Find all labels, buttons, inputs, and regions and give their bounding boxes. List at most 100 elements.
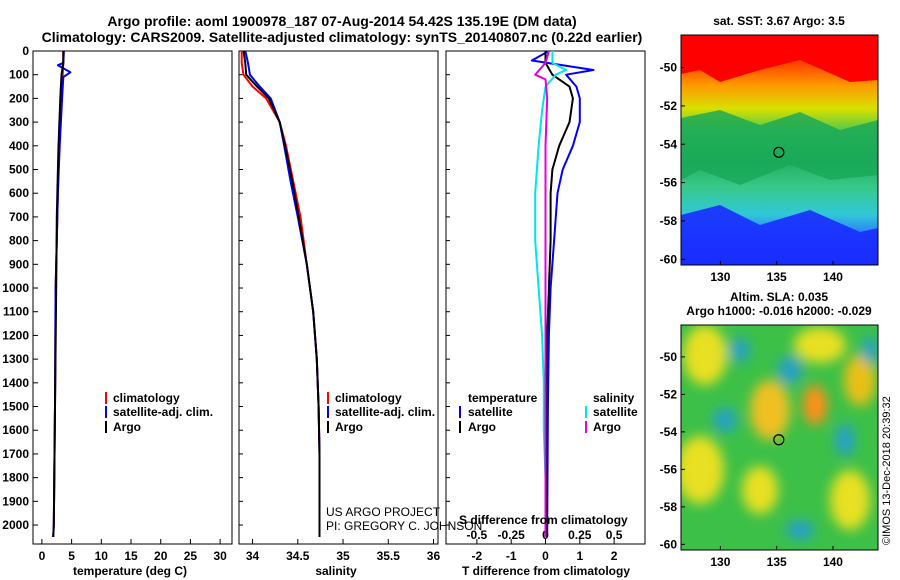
- depth-tick-label: 300: [9, 115, 29, 129]
- s-tick-label: -0.5: [467, 528, 488, 542]
- temperature-frame: [32, 50, 233, 545]
- legend-satellite: satellite-adj. clim.: [335, 405, 435, 419]
- argo-location-marker: [773, 146, 785, 158]
- lat-tick-label: -52: [660, 387, 678, 401]
- x-tick-label: 15: [124, 549, 138, 563]
- sst-map-panel: sat. SST: 3.67 Argo: 3.5 130 135 140 -50 -52…: [660, 14, 879, 284]
- sla-blob: [778, 356, 802, 384]
- legend-satellite: satellite-adj. clim.: [113, 405, 213, 419]
- x-tick-label: 0: [542, 549, 549, 563]
- sla-blob: [844, 354, 876, 406]
- temperature-panel: 0100200300400500600700800900100011001200…: [2, 44, 233, 578]
- sla-blob: [830, 470, 870, 530]
- x-tick-label: 5: [68, 549, 75, 563]
- sla-map-axes: 130 135 140 -50 -52 -54 -56 -58 -60: [660, 350, 844, 569]
- lon-tick-label: 140: [823, 555, 843, 569]
- temperature-xlabel: temperature (deg C): [73, 564, 187, 578]
- sla-blob: [713, 408, 737, 432]
- depth-tick-label: 1900: [2, 494, 29, 508]
- depth-tick-label: 1500: [2, 400, 29, 414]
- lat-tick-label: -54: [660, 137, 678, 151]
- s-tick-label: -0.25: [498, 528, 526, 542]
- x-tick-label: 0: [39, 549, 46, 563]
- sla-blob: [681, 436, 724, 504]
- sla-map-panel: Altim. SLA: 0.035 Argo h1000: -0.016 h20…: [660, 290, 879, 569]
- sla-blob: [730, 338, 750, 362]
- depth-tick-label: 1200: [2, 328, 29, 342]
- legend-title-temperature: temperature: [468, 391, 538, 405]
- depth-tick-label: 700: [9, 210, 29, 224]
- sla-blob: [862, 336, 878, 364]
- salinity-frame: [238, 50, 439, 545]
- s-difference-xlabel: S difference from climatology: [459, 513, 628, 527]
- depth-tick-label: 1400: [2, 376, 29, 390]
- legend-climatology: climatology: [335, 391, 402, 405]
- lon-tick-label: 135: [767, 270, 787, 284]
- lat-tick-label: -52: [660, 99, 678, 113]
- depth-tick-label: 2000: [2, 518, 29, 532]
- depth-tick-label: 100: [9, 68, 29, 82]
- difference-legend: temperature salinity satellite Argo sate…: [459, 391, 638, 434]
- depth-tick-label: 400: [9, 139, 29, 153]
- lat-tick-label: -50: [660, 350, 678, 364]
- sla-map-title: Altim. SLA: 0.035: [730, 290, 828, 304]
- argo-location-marker: [773, 434, 785, 446]
- depth-tick-label: 800: [9, 234, 29, 248]
- legend-climatology: climatology: [113, 391, 180, 405]
- sla-field: [681, 325, 878, 550]
- salinity-legend: climatology satellite-adj. clim. Argo: [327, 391, 435, 434]
- sla-map-frame: [680, 324, 879, 551]
- lat-tick-label: -56: [660, 462, 678, 476]
- depth-tick-label: 500: [9, 163, 29, 177]
- depth-tick-label: 600: [9, 186, 29, 200]
- series-line-argo: [52, 51, 65, 537]
- temperature-legend: climatology satellite-adj. clim. Argo: [105, 391, 213, 434]
- series-line-t-satellite: [530, 50, 595, 537]
- legend-argo: Argo: [335, 420, 363, 434]
- x-tick-label: 36: [427, 549, 441, 563]
- lon-tick-label: 135: [767, 555, 787, 569]
- lon-tick-label: 140: [823, 270, 843, 284]
- temperature-axis: 0 5 10 15 20 25 30: [39, 539, 227, 563]
- temperature-lines: [52, 50, 72, 537]
- x-tick-label: -1: [506, 549, 517, 563]
- x-tick-label: 25: [184, 549, 198, 563]
- lat-tick-label: -60: [660, 537, 678, 551]
- sst-map-axes: 130 135 140 -50 -52 -54 -56 -58 -60: [660, 61, 844, 284]
- lat-tick-label: -54: [660, 425, 678, 439]
- depth-tick-label: 1300: [2, 352, 29, 366]
- pi-credit: PI: GREGORY C. JOHNSON: [326, 519, 482, 533]
- x-tick-label: 35: [336, 549, 350, 563]
- series-line-s-argo: [534, 50, 550, 537]
- depth-tick-label: 1600: [2, 423, 29, 437]
- s-tick-label: 0.5: [606, 528, 623, 542]
- sst-warm-region: [681, 35, 878, 82]
- depth-tick-label: 900: [9, 257, 29, 271]
- figure-title-line2: Climatology: CARS2009. Satellite-adjuste…: [42, 29, 643, 45]
- legend-t-satellite: satellite: [468, 405, 513, 419]
- difference-panel: -2 -1 0 1 2 -0.5 -0.25 0 0.25 0.5 S difference f…: [445, 50, 646, 578]
- sla-map-subtitle: Argo h1000: -0.016 h2000: -0.029: [686, 304, 872, 318]
- series-line-t-argo: [544, 51, 574, 537]
- sla-blob: [750, 380, 790, 440]
- salinity-xlabel: salinity: [315, 564, 357, 578]
- depth-tick-label: 1700: [2, 447, 29, 461]
- sst-map-frame: [680, 34, 879, 266]
- salinity-panel: 34 34.5 35 35.5 36 salinity climatology sate…: [238, 50, 482, 578]
- depth-tick-label: 200: [9, 91, 29, 105]
- x-tick-label: 34.5: [286, 549, 310, 563]
- sla-blob: [683, 325, 727, 385]
- legend-argo: Argo: [113, 420, 141, 434]
- t-difference-xlabel: T difference from climatology: [462, 564, 630, 578]
- lat-tick-label: -58: [660, 214, 678, 228]
- legend-title-salinity: salinity: [593, 391, 635, 405]
- figure-title-line1: Argo profile: aoml 1900978_187 07-Aug-20…: [107, 13, 576, 29]
- x-tick-label: 20: [154, 549, 168, 563]
- x-tick-label: 30: [213, 549, 227, 563]
- legend-s-satellite: satellite: [593, 405, 638, 419]
- imos-stamp: ©IMOS 13-Dec-2018 20:39:32: [881, 396, 893, 545]
- lat-tick-label: -56: [660, 176, 678, 190]
- x-tick-label: 10: [95, 549, 109, 563]
- sla-blob: [794, 327, 846, 363]
